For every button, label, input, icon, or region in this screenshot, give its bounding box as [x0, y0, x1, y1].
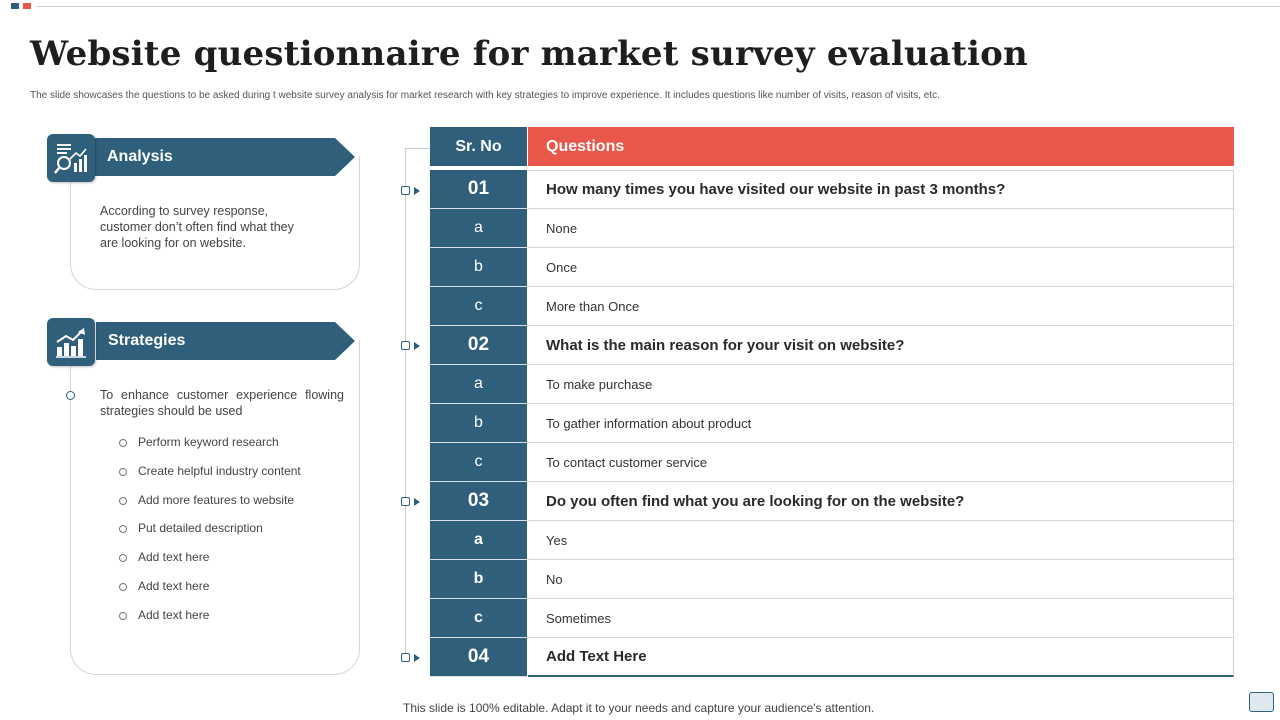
option-text: None — [528, 209, 1234, 248]
question-text: How many times you have visited our webs… — [528, 170, 1234, 209]
slide-subtitle: The slide showcases the questions to be … — [30, 90, 940, 101]
strategy-item: Perform keyword research — [118, 434, 301, 463]
question-text: What is the main reason for your visit o… — [528, 326, 1234, 365]
option-text: No — [528, 560, 1234, 599]
table-row: a None — [430, 209, 1234, 248]
analysis-text: According to survey response, customer d… — [100, 204, 294, 250]
growth-chart-icon — [47, 318, 95, 366]
strategy-item: Add text here — [118, 549, 301, 578]
table-row: c More than Once — [430, 287, 1234, 326]
row-number: 01 — [430, 170, 527, 209]
table-row: a To make purchase — [430, 365, 1234, 404]
arrow-right-icon — [414, 187, 420, 195]
option-text: To make purchase — [528, 365, 1234, 404]
analytics-chart-icon — [47, 134, 95, 182]
header-sr-no: Sr. No — [430, 127, 527, 166]
table-row: 01 How many times you have visited our w… — [430, 170, 1234, 209]
strategies-list: Perform keyword research Create helpful … — [118, 434, 301, 636]
option-text: Sometimes — [528, 599, 1234, 638]
option-letter: a — [430, 365, 527, 404]
table-row: b Once — [430, 248, 1234, 287]
arrow-right-icon — [414, 498, 420, 506]
table-row: c To contact customer service — [430, 443, 1234, 482]
table-row: b No — [430, 560, 1234, 599]
option-text: More than Once — [528, 287, 1234, 326]
strategy-item: Add text here — [118, 578, 301, 607]
strategy-item: Add text here — [118, 607, 301, 636]
decor-square-blue — [11, 3, 19, 9]
strategy-item: Add more features to website — [118, 492, 301, 521]
strategies-text: To enhance customer experience flowing s… — [100, 388, 344, 418]
option-letter: c — [430, 287, 527, 326]
top-divider — [36, 6, 1280, 7]
slide-corner-button[interactable] — [1249, 692, 1274, 712]
connector-line — [405, 148, 406, 660]
question-marker — [401, 341, 410, 350]
strategies-bullet-dot — [66, 391, 75, 400]
row-number: 04 — [430, 638, 527, 677]
table-row: 04 Add Text Here — [430, 638, 1234, 677]
arrow-right-icon — [414, 654, 420, 662]
option-letter: a — [430, 209, 527, 248]
slide-title: Website questionnaire for market survey … — [30, 34, 1028, 74]
option-letter: b — [430, 560, 527, 599]
question-text: Add Text Here — [528, 638, 1234, 677]
option-letter: c — [430, 443, 527, 482]
option-letter: b — [430, 404, 527, 443]
option-letter: a — [430, 521, 527, 560]
question-marker — [401, 497, 410, 506]
option-letter: c — [430, 599, 527, 638]
row-number: 03 — [430, 482, 527, 521]
strategies-heading: Strategies — [96, 322, 355, 360]
option-letter: b — [430, 248, 527, 287]
strategies-card — [70, 340, 360, 675]
strategy-item: Create helpful industry content — [118, 463, 301, 492]
table-row: a Yes — [430, 521, 1234, 560]
table-row: c Sometimes — [430, 599, 1234, 638]
questionnaire-table: Sr. No Questions 01 How many times you h… — [430, 127, 1234, 677]
table-header: Sr. No Questions — [430, 127, 1234, 166]
question-text: Do you often find what you are looking f… — [528, 482, 1234, 521]
header-questions: Questions — [528, 127, 1234, 166]
table-row: 03 Do you often find what you are lookin… — [430, 482, 1234, 521]
option-text: To gather information about product — [528, 404, 1234, 443]
option-text: To contact customer service — [528, 443, 1234, 482]
slide-footer: This slide is 100% editable. Adapt it to… — [403, 701, 875, 715]
strategy-item: Put detailed description — [118, 520, 301, 549]
table-row: b To gather information about product — [430, 404, 1234, 443]
option-text: Yes — [528, 521, 1234, 560]
decor-square-red — [23, 3, 31, 9]
analysis-heading: Analysis — [95, 138, 355, 176]
analysis-card — [70, 156, 360, 290]
arrow-right-icon — [414, 342, 420, 350]
table-row: 02 What is the main reason for your visi… — [430, 326, 1234, 365]
connector-line-top — [405, 148, 430, 149]
question-marker — [401, 653, 410, 662]
row-number: 02 — [430, 326, 527, 365]
question-marker — [401, 186, 410, 195]
option-text: Once — [528, 248, 1234, 287]
